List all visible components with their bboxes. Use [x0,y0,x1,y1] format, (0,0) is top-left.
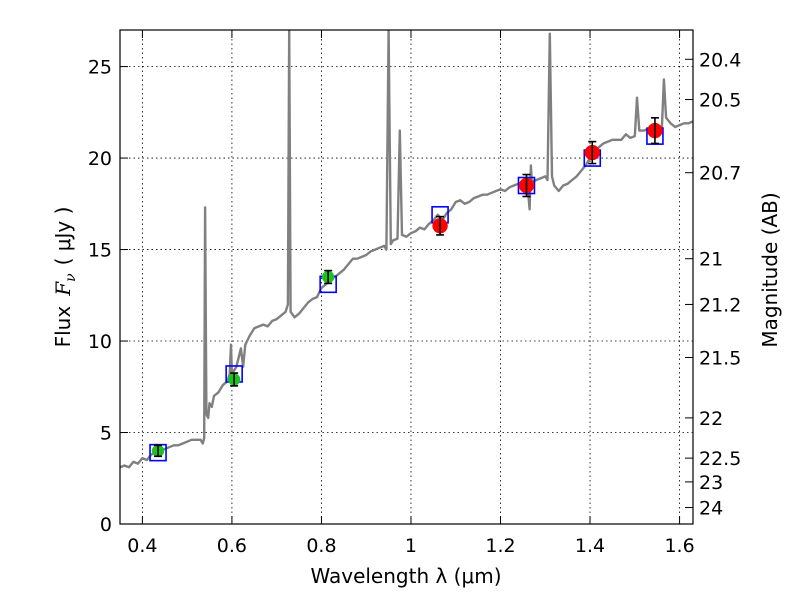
y2-tick-label: 22 [699,408,723,430]
marker-layer [149,117,664,462]
x-tick-label: 0.4 [127,535,157,557]
x-axis-label: Wavelength λ (μm) [310,564,501,588]
y-axis-label: Flux Fν ( μJy ) [51,207,79,348]
y-axis-label-unit: ( μJy ) [51,207,75,266]
y2-tick-label: 22.5 [699,448,741,470]
y-axis-label-prefix: Flux [51,306,75,348]
x-tick-label: 1.6 [664,535,694,557]
y-axis-label-sub: ν [63,273,79,282]
y2-tick-label: 21.5 [699,348,741,370]
y-tick-label: 25 [88,57,112,79]
y-tick-label: 0 [100,514,112,536]
grid [120,30,693,524]
y-tick-label: 15 [88,240,112,262]
y2-tick-label: 20.5 [699,90,741,112]
x-tick-label: 0.8 [306,535,336,557]
x-tick-label: 1 [405,535,417,557]
y-tick-label: 20 [88,148,112,170]
spectrum-line [120,30,693,469]
y2-tick-label: 21.2 [699,294,741,316]
spectrum-layer [120,30,693,469]
x-tick-label: 1.2 [485,535,515,557]
y2-tick-label: 20.7 [699,163,741,185]
plot-frame [119,29,694,525]
y-tick-label: 5 [100,423,112,445]
y-axis-label-symbol: F [51,281,75,297]
y2-tick-label: 20.4 [699,49,741,71]
y2-tick-label: 21 [699,249,723,271]
y-tick-label: 10 [88,331,112,353]
secondary-y-axis-label: Magnitude (AB) [758,192,782,347]
y2-tick-label: 23 [699,472,723,494]
y2-tick-label: 24 [699,498,723,520]
x-tick-label: 0.6 [217,535,247,557]
x-tick-label: 1.4 [575,535,605,557]
ticks: 0.4 0.6 0.8 1 1.2 1.4 1.6 0 5 10 15 20 25 20.4 20.5 20.… [88,30,741,557]
